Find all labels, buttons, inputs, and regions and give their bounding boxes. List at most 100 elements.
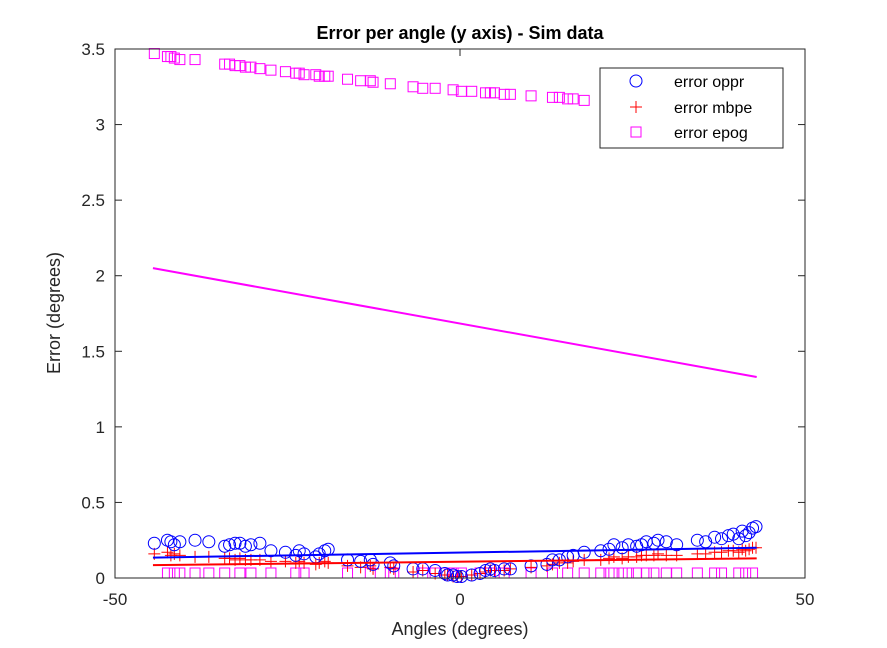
data-point-plus (233, 552, 246, 565)
fit-line (152, 546, 757, 559)
y-tick-label: 1.5 (81, 342, 105, 361)
data-point-circle (497, 562, 511, 576)
data-point-square (234, 60, 246, 72)
x-tick-label: -50 (103, 590, 128, 609)
data-point-circle (173, 535, 187, 549)
data-point-square (322, 70, 334, 82)
data-point-square (553, 91, 565, 103)
x-tick-label: 0 (455, 590, 464, 609)
data-point-square (384, 78, 396, 90)
legend-label-mbpe: error mbpe (674, 100, 752, 117)
data-point-square (417, 82, 429, 94)
data-point-circle (428, 563, 442, 577)
legend-plus-marker (630, 101, 642, 113)
data-point-circle (238, 539, 252, 553)
y-ticks: 0 0.5 1 1.5 2 2.5 3 3.5 (81, 40, 805, 588)
y-tick-label: 0.5 (81, 493, 105, 512)
data-point-square (342, 73, 354, 85)
data-point-square (562, 93, 574, 105)
legend-entry-oppr: error oppr (629, 74, 745, 91)
data-point-square (310, 69, 322, 81)
data-point-square (447, 84, 459, 96)
data-point-square (504, 88, 516, 100)
data-point-circle (488, 563, 501, 577)
data-point-circle (441, 568, 455, 582)
data-point-square (239, 61, 251, 73)
data-point-circle (739, 529, 753, 543)
data-point-plus (743, 543, 756, 556)
y-tick-label: 2.5 (81, 191, 105, 210)
data-point-square (298, 69, 310, 81)
data-point-circle (366, 557, 380, 571)
y-axis-label: Error (degrees) (44, 252, 64, 374)
data-point-plus (318, 555, 331, 568)
fit-line (152, 267, 757, 378)
x-tick-label: 50 (796, 590, 815, 609)
legend-circle-marker (629, 74, 643, 88)
data-point-plus (630, 550, 643, 563)
data-point-circle (218, 539, 232, 553)
legend-label-oppr: error oppr (674, 74, 745, 91)
data-point-circle (615, 541, 629, 555)
legend-entry-mbpe: error mbpe (630, 100, 752, 117)
data-point-square (367, 76, 379, 88)
data-point-circle (188, 533, 202, 547)
data-point-circle (164, 535, 178, 549)
data-point-circle (577, 545, 591, 559)
data-point-square (546, 91, 558, 103)
y-tick-label: 0 (96, 569, 105, 588)
data-point-circle (278, 545, 292, 559)
data-point-plus (223, 552, 236, 565)
y-tick-label: 1 (96, 418, 105, 437)
data-point-circle (223, 538, 237, 552)
data-point-circle (244, 538, 258, 552)
data-point-square (265, 64, 277, 76)
x-ticks: -50 0 50 (103, 49, 815, 609)
data-point-circle (721, 529, 735, 543)
data-point-plus (161, 546, 174, 559)
data-point-circle (354, 554, 368, 568)
data-point-circle (202, 535, 216, 549)
data-point-circle (732, 532, 746, 546)
data-point-plus (465, 568, 478, 581)
data-point-circle (147, 536, 161, 550)
x-axis-label: Angles (degrees) (391, 619, 528, 639)
data-point-square (313, 70, 325, 82)
data-point-circle (715, 532, 729, 546)
data-point-circle (651, 533, 665, 547)
data-point-circle (253, 536, 267, 550)
y-tick-label: 2 (96, 267, 105, 286)
data-point-plus (699, 547, 712, 560)
data-point-square (165, 51, 177, 63)
data-point-circle (735, 524, 749, 538)
data-point-square (525, 90, 537, 102)
data-point-circle (690, 533, 704, 547)
data-point-circle (503, 562, 517, 576)
chart-title: Error per angle (y axis) - Sim data (316, 23, 604, 43)
data-point-plus (739, 544, 752, 557)
series-circle (147, 520, 763, 583)
data-point-plus (616, 552, 629, 565)
data-point-circle (438, 566, 452, 580)
data-point-plus (264, 555, 277, 568)
y-tick-label: 3.5 (81, 40, 105, 59)
data-point-square (578, 94, 590, 106)
axes: -50 0 50 0 0.5 1 1.5 2 2.5 3 3.5 (81, 40, 814, 609)
data-point-square (567, 93, 579, 105)
data-point-circle (659, 535, 673, 549)
fit-line (152, 557, 757, 567)
data-point-circle (670, 538, 684, 552)
data-point-circle (450, 569, 464, 583)
data-point-square (174, 54, 186, 66)
data-point-square (429, 82, 441, 94)
legend-square-marker (630, 126, 642, 138)
data-point-plus (173, 549, 186, 562)
data-point-square (245, 61, 257, 73)
data-point-plus (603, 552, 616, 565)
data-point-square (466, 85, 478, 97)
data-point-circle (479, 563, 493, 577)
data-point-square (254, 63, 266, 75)
data-point-plus (279, 555, 292, 568)
data-point-circle (749, 520, 763, 534)
data-point-plus (309, 558, 322, 571)
